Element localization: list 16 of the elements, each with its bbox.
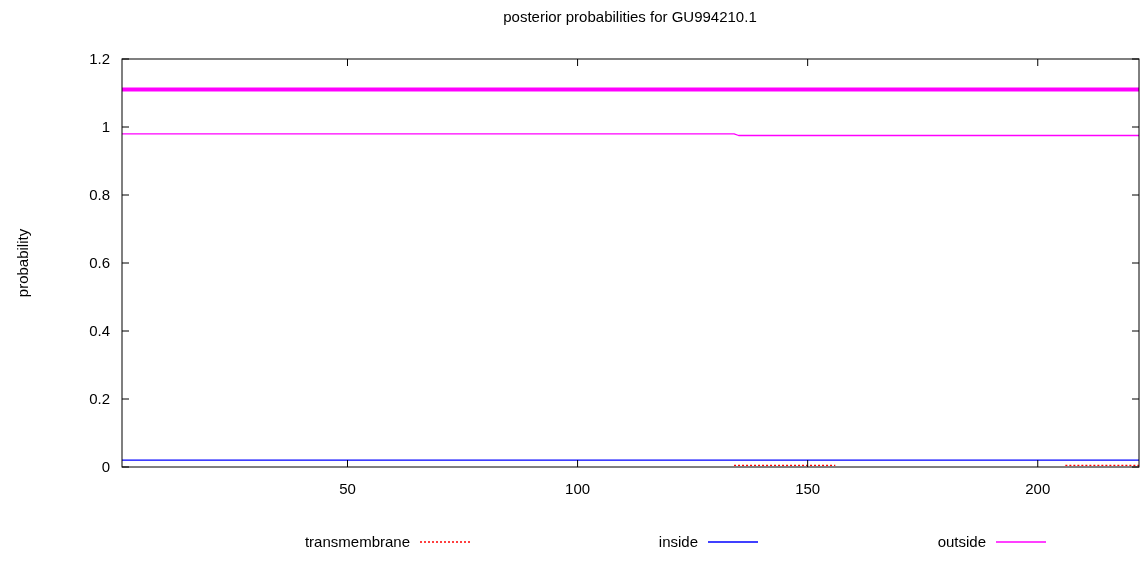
x-tick-label: 150 <box>795 480 821 497</box>
y-tick-label: 1.2 <box>89 50 110 67</box>
y-tick-label: 0.2 <box>89 390 110 407</box>
y-tick-label: 0.6 <box>89 254 110 271</box>
x-tick-label: 50 <box>339 480 356 497</box>
y-tick-label: 0.8 <box>89 186 110 203</box>
y-tick-label: 0.4 <box>89 322 110 339</box>
legend-label: outside <box>937 533 986 550</box>
y-axis-title: probability <box>14 228 31 298</box>
legend-label: transmembrane <box>304 533 410 550</box>
x-tick-label: 200 <box>1025 480 1051 497</box>
chart-title: posterior probabilities for GU994210.1 <box>503 8 757 25</box>
y-tick-label: 0 <box>101 458 110 475</box>
y-tick-label: 1 <box>101 118 110 135</box>
legend-label: inside <box>658 533 698 550</box>
x-tick-label: 100 <box>565 480 591 497</box>
